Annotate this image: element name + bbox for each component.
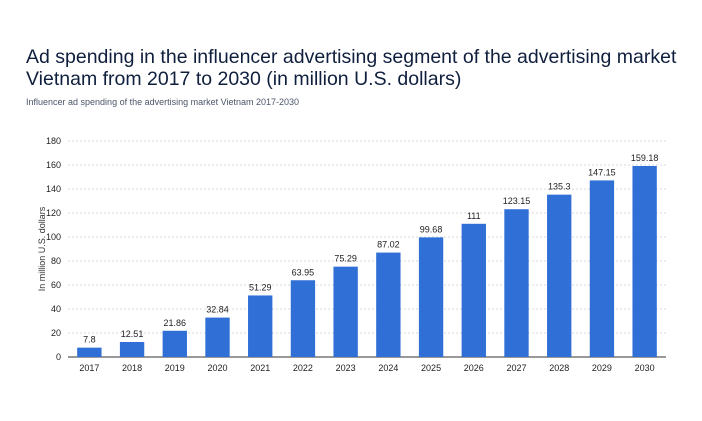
- bar: [376, 252, 401, 357]
- x-tick-label: 2019: [165, 363, 185, 373]
- bar: [418, 237, 444, 357]
- y-tick-label: 120: [46, 208, 61, 218]
- x-tick-label: 2028: [549, 363, 569, 373]
- chart-subtitle: Influencer ad spending of the advertisin…: [26, 97, 300, 107]
- bar-value-label: 63.95: [292, 267, 315, 277]
- bar: [119, 341, 145, 357]
- bar-value-label: 32.84: [206, 305, 229, 315]
- bar-value-label: 7.8: [83, 335, 96, 345]
- bar: [162, 330, 187, 357]
- y-tick-label: 40: [51, 304, 61, 314]
- bar: [290, 280, 316, 357]
- x-tick-label: 2023: [336, 363, 356, 373]
- y-tick-label: 180: [46, 136, 61, 146]
- y-tick-label: 60: [51, 280, 61, 290]
- y-tick-label: 20: [51, 328, 61, 338]
- bar-value-label: 123.15: [503, 196, 531, 206]
- bar-value-label: 135.3: [548, 182, 571, 192]
- bar-value-label: 21.86: [164, 318, 187, 328]
- bar: [77, 347, 102, 357]
- bar: [461, 223, 486, 357]
- x-tick-label: 2030: [635, 363, 655, 373]
- bar-value-label: 12.51: [121, 329, 144, 339]
- x-tick-label: 2024: [378, 363, 398, 373]
- y-tick-label: 160: [46, 160, 61, 170]
- x-tick-label: 2017: [79, 363, 99, 373]
- x-tick-label: 2021: [250, 363, 270, 373]
- bar-value-label: 75.29: [334, 254, 357, 264]
- bar: [333, 266, 358, 357]
- x-tick-label: 2020: [207, 363, 227, 373]
- y-tick-label: 140: [46, 184, 61, 194]
- bar-value-label: 87.02: [377, 240, 400, 250]
- x-tick-label: 2027: [506, 363, 526, 373]
- bar-value-label: 99.68: [420, 224, 443, 234]
- x-tick-label: 2018: [122, 363, 142, 373]
- bar: [504, 209, 529, 357]
- y-axis-label: In million U.S. dollars: [37, 206, 47, 291]
- y-tick-label: 0: [56, 352, 61, 362]
- bar-value-label: 159.18: [631, 153, 659, 163]
- y-tick-label: 80: [51, 256, 61, 266]
- bar: [205, 317, 230, 357]
- bar: [248, 295, 273, 357]
- x-tick-label: 2026: [464, 363, 484, 373]
- bar-value-label: 51.29: [249, 282, 272, 292]
- x-tick-label: 2029: [592, 363, 612, 373]
- bar: [632, 165, 657, 357]
- x-tick-label: 2022: [293, 363, 313, 373]
- y-tick-label: 100: [46, 232, 61, 242]
- bar-value-label: 147.15: [588, 167, 616, 177]
- chart-title: Ad spending in the influencer advertisin…: [26, 46, 677, 90]
- bar: [547, 194, 572, 357]
- bar: [589, 180, 615, 357]
- bar-value-label: 111: [467, 211, 481, 221]
- x-tick-label: 2025: [421, 363, 441, 373]
